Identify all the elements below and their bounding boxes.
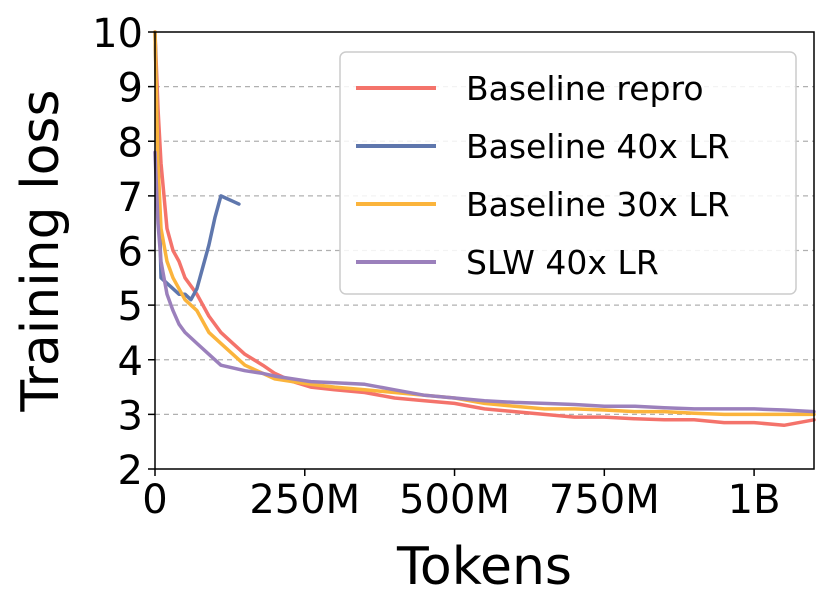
x-tick-label-3: 750M (549, 477, 660, 523)
plot-series (153, 30, 816, 428)
x-tick-label-0: 0 (142, 477, 167, 523)
y-axis-label: Training loss (11, 89, 71, 412)
legend: Baseline repro Baseline 40x LR Baseline 30… (339, 51, 797, 295)
legend-label-2: Baseline 30x LR (466, 185, 730, 224)
x-tick-label-4: 1B (728, 477, 781, 523)
legend-label-0: Baseline repro (466, 69, 704, 108)
y-tick-label-6: 8 (118, 120, 143, 166)
y-tick-label-0: 2 (118, 448, 143, 494)
legend-label-1: Baseline 40x LR (466, 127, 730, 166)
y-tick-label-5: 7 (118, 175, 143, 221)
y-tick-label-7: 9 (118, 66, 143, 112)
x-tick-label-2: 500M (399, 477, 510, 523)
y-tick-label-4: 6 (118, 230, 143, 276)
y-tick-label-1: 3 (118, 393, 143, 439)
y-tick-label-3: 5 (118, 284, 143, 330)
x-axis-ticks: 0 250M 500M 750M 1B (142, 469, 781, 523)
y-tick-label-2: 4 (118, 339, 143, 385)
legend-box (339, 51, 797, 295)
y-axis-ticks: 2 3 4 5 6 7 8 9 10 (92, 11, 155, 494)
series-line-0 (153, 30, 816, 428)
x-axis-label: Tokens (396, 537, 572, 597)
x-tick-label-1: 250M (249, 477, 360, 523)
legend-label-3: SLW 40x LR (466, 243, 659, 282)
y-tick-label-8: 10 (92, 11, 143, 57)
series-line-3 (153, 150, 816, 414)
series-line-2 (153, 30, 816, 417)
